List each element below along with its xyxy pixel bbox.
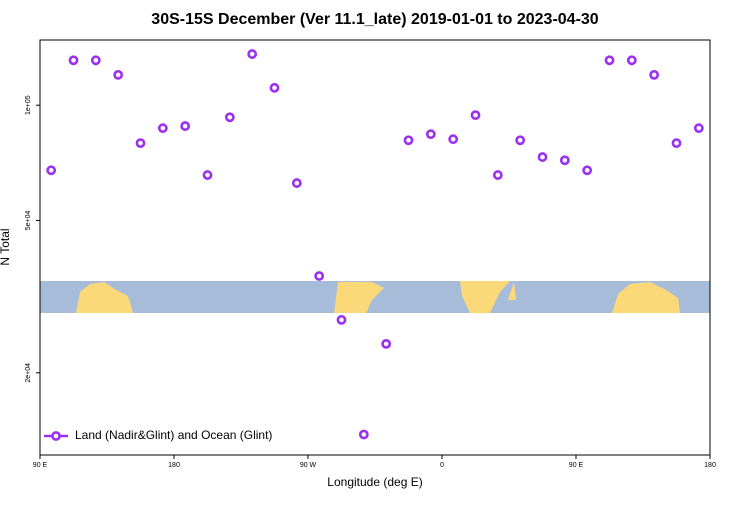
point: [626, 55, 637, 66]
x-tick-label: 180: [168, 462, 180, 469]
point: [314, 271, 325, 281]
point: [68, 55, 79, 66]
point: [515, 135, 526, 146]
point: [224, 112, 235, 123]
point: [693, 123, 704, 134]
x-tick-label: 90 E: [569, 462, 584, 469]
x-tick-label: 90 E: [33, 462, 48, 469]
point: [358, 429, 369, 440]
point: [403, 135, 414, 146]
point: [269, 82, 280, 93]
x-axis-label: Longitude (deg E): [327, 475, 422, 489]
point: [470, 110, 481, 121]
legend-marker: [51, 431, 61, 441]
point: [492, 170, 503, 180]
point: [671, 138, 682, 149]
map-band: [40, 281, 710, 313]
point: [46, 165, 57, 176]
y-tick-label: 1e+05: [25, 95, 32, 115]
point: [157, 123, 168, 134]
point: [604, 55, 615, 66]
point: [180, 121, 191, 131]
point: [90, 55, 101, 66]
legend-label: Land (Nadir&Glint) and Ocean (Glint): [75, 428, 272, 442]
plot-frame: [39, 39, 711, 456]
x-tick-label: 0: [440, 462, 444, 469]
point: [336, 314, 347, 325]
point: [113, 69, 124, 80]
point: [448, 134, 459, 145]
x-tick-label: 180: [704, 462, 716, 469]
point: [202, 170, 213, 180]
point: [649, 69, 660, 80]
x-tick-label: 90 W: [300, 462, 317, 469]
point: [582, 165, 593, 176]
point: [537, 152, 548, 162]
point: [559, 155, 570, 166]
point: [135, 138, 146, 149]
point: [425, 129, 436, 140]
y-tick-label: 5e+04: [25, 211, 32, 231]
point: [291, 178, 302, 188]
chart-title: 30S-15S December (Ver 11.1_late) 2019-01…: [151, 11, 599, 28]
y-tick-label: 2e+04: [25, 363, 32, 383]
point: [381, 338, 392, 349]
y-axis-label: N Total: [0, 228, 12, 265]
point: [247, 49, 258, 59]
